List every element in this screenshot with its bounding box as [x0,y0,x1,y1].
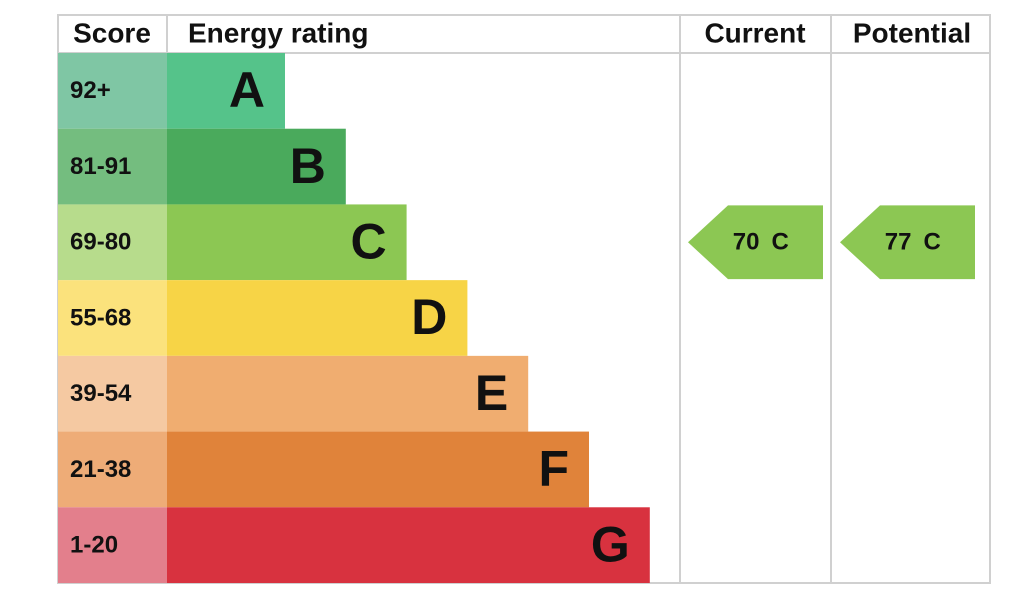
rating-letter: E [475,365,508,421]
header-current: Current [704,17,805,48]
rating-letter: F [538,441,569,497]
score-label: 55-68 [70,304,131,331]
rating-bar [167,204,407,281]
score-label: 69-80 [70,229,131,256]
score-cell [58,355,167,432]
header-potential: Potential [853,17,971,48]
rating-bar [167,507,650,583]
rating-letter: B [290,138,326,194]
score-label: 39-54 [70,380,132,407]
potential-value: 77 [885,229,912,256]
header-score: Score [73,17,151,48]
rating-bar [167,355,529,432]
header-rating: Energy rating [188,17,368,48]
rating-bar [167,431,589,508]
current-value: 70 [733,229,760,256]
rating-letter: G [591,516,630,572]
potential-letter: C [924,229,941,256]
score-cell [58,128,167,205]
score-cell [58,53,167,129]
potential-arrow [840,205,975,280]
rating-bar [167,53,285,129]
score-label: 81-91 [70,153,131,180]
rating-letter: D [411,289,447,345]
score-label: 92+ [70,77,111,104]
score-cell [58,507,167,583]
rating-bar [167,128,346,205]
rating-letter: C [350,213,386,269]
current-arrow [688,205,823,280]
score-label: 1-20 [70,531,118,558]
score-cell [58,280,167,356]
score-cell [58,431,167,508]
rating-letter: A [229,62,265,118]
score-label: 21-38 [70,456,131,483]
current-letter: C [772,229,789,256]
rating-bar [167,280,468,356]
score-cell [58,204,167,281]
